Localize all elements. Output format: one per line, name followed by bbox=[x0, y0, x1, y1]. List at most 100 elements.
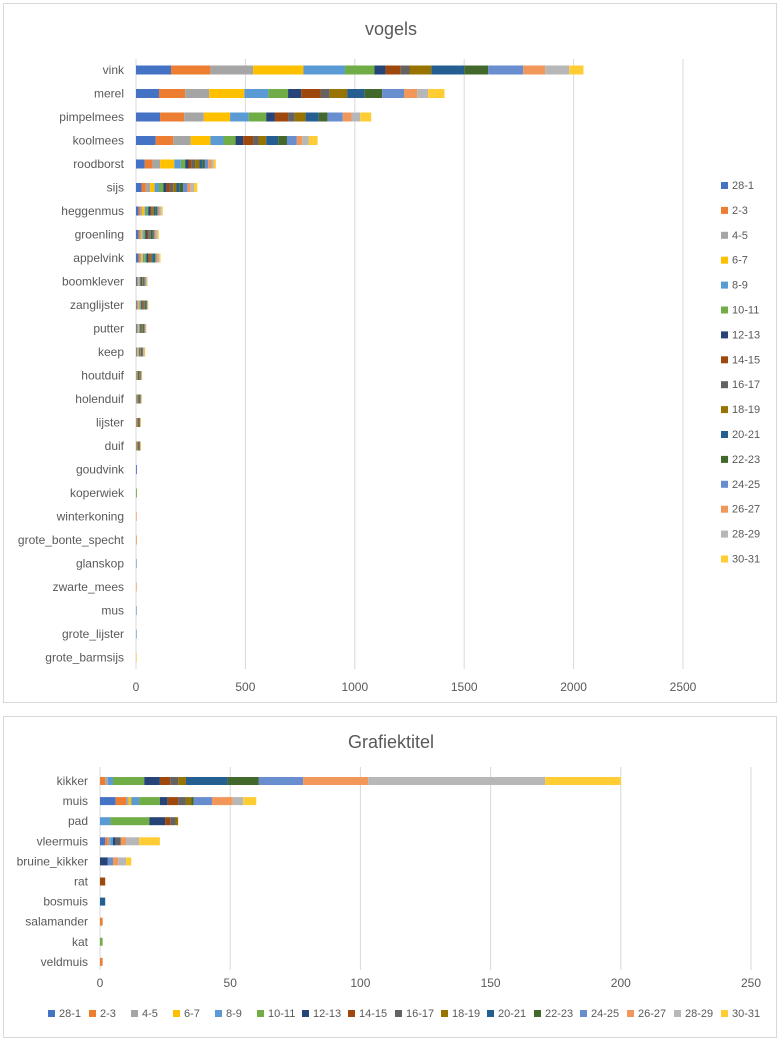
bar-segment bbox=[136, 371, 138, 380]
bar-segment bbox=[147, 300, 149, 310]
bar-segment bbox=[360, 112, 372, 122]
bar-segment bbox=[141, 347, 143, 357]
legend-swatch bbox=[721, 555, 728, 563]
bar-segment bbox=[100, 837, 106, 846]
bar-segment bbox=[140, 371, 142, 380]
bar-segment bbox=[163, 183, 167, 192]
bar-segment bbox=[115, 837, 121, 846]
chart-vogels-svg: vogels vink merel pimpelmees koolmees roodbo… bbox=[18, 19, 760, 694]
x-tick-label: 500 bbox=[235, 680, 255, 694]
bar-segment bbox=[141, 230, 143, 239]
category-label: grote_bonte_specht bbox=[18, 533, 125, 547]
bar-segment bbox=[404, 89, 418, 98]
legend-label: 24-25 bbox=[732, 479, 760, 491]
bar-segment bbox=[100, 957, 103, 966]
bar-segment bbox=[152, 206, 154, 216]
bar-segment bbox=[243, 136, 254, 145]
bar-segment bbox=[142, 347, 144, 357]
bar-segment bbox=[185, 89, 210, 98]
legend-swatch bbox=[131, 1010, 138, 1017]
bar-segment bbox=[159, 777, 171, 785]
bar-segment bbox=[153, 253, 156, 263]
bar-segment bbox=[140, 206, 143, 216]
bar-segment bbox=[178, 797, 186, 806]
category-label: putter bbox=[93, 322, 124, 336]
bar-segment bbox=[153, 206, 156, 216]
category-label: koperwiek bbox=[70, 486, 125, 500]
category-label: appelvink bbox=[73, 251, 125, 265]
legend-swatch bbox=[721, 331, 728, 339]
bar-segment bbox=[140, 300, 142, 310]
category-label: groenling bbox=[75, 228, 124, 242]
bar-segment bbox=[146, 300, 148, 310]
bar-segment bbox=[166, 183, 170, 192]
bar-segment bbox=[136, 629, 137, 639]
bar-segment bbox=[137, 347, 139, 357]
bar-segment bbox=[308, 136, 318, 145]
bar-segment bbox=[211, 159, 214, 169]
bar-segment bbox=[140, 324, 142, 333]
bar-segment bbox=[138, 371, 140, 380]
bar-segment bbox=[139, 277, 141, 286]
bar-segment bbox=[145, 183, 151, 192]
legend-label: 28-29 bbox=[685, 1008, 713, 1020]
legend-swatch bbox=[721, 306, 728, 314]
bar-segment bbox=[140, 277, 142, 286]
bar-segment bbox=[523, 65, 546, 75]
legend-label: 2-3 bbox=[100, 1008, 116, 1020]
bar-segment bbox=[165, 817, 171, 826]
bar-segment bbox=[232, 797, 244, 806]
bar-segment bbox=[278, 136, 287, 145]
bar-segment bbox=[158, 206, 161, 216]
legend-swatch bbox=[721, 281, 728, 289]
legend-swatch bbox=[721, 455, 728, 463]
category-label: kikker bbox=[57, 774, 88, 788]
bar-segment bbox=[140, 371, 141, 380]
legend-label: 26-27 bbox=[732, 504, 760, 516]
bar-segment bbox=[160, 112, 185, 122]
bar-segment bbox=[569, 65, 584, 75]
bar-segment bbox=[140, 394, 141, 404]
bar-segment bbox=[138, 300, 140, 310]
legend-swatch bbox=[721, 431, 728, 438]
category-label: glanskop bbox=[76, 557, 124, 571]
bar-segment bbox=[190, 136, 211, 145]
bar-segment bbox=[136, 159, 145, 169]
bar-segment bbox=[139, 394, 141, 404]
bar-segment bbox=[141, 371, 143, 380]
bar-segment bbox=[385, 65, 401, 75]
bar-segment bbox=[141, 183, 146, 192]
bar-segment bbox=[136, 606, 137, 615]
bar-segment bbox=[169, 183, 174, 192]
bar-segment bbox=[138, 347, 140, 357]
bar-segment bbox=[253, 136, 259, 145]
bar-segment bbox=[142, 300, 144, 310]
bar-segment bbox=[136, 206, 139, 216]
bar-segment bbox=[136, 300, 137, 310]
bar-segment bbox=[288, 112, 295, 122]
bar-segment bbox=[144, 277, 146, 286]
bar-segment bbox=[545, 777, 621, 785]
bar-segment bbox=[175, 817, 179, 826]
bar-segment bbox=[158, 183, 164, 192]
bar-segment bbox=[156, 230, 158, 239]
legend-swatch bbox=[674, 1010, 681, 1017]
category-label: koolmees bbox=[73, 134, 124, 148]
bar-segment bbox=[136, 394, 138, 404]
bar-segment bbox=[204, 159, 209, 169]
bar-segment bbox=[202, 159, 205, 169]
legend-swatch bbox=[721, 480, 728, 488]
category-label: lijster bbox=[96, 416, 124, 430]
bar-segment bbox=[141, 300, 143, 310]
bar-segment bbox=[213, 159, 216, 169]
bar-segment bbox=[159, 253, 161, 263]
bar-segment bbox=[139, 394, 141, 404]
bar-segment bbox=[153, 230, 155, 239]
bar-segment bbox=[118, 857, 127, 866]
bar-segment bbox=[144, 324, 146, 333]
bar-segment bbox=[274, 112, 289, 122]
bar-segment bbox=[193, 183, 198, 192]
bar-segment bbox=[140, 347, 142, 357]
bar-segment bbox=[155, 253, 157, 263]
bar-segment bbox=[188, 159, 192, 169]
